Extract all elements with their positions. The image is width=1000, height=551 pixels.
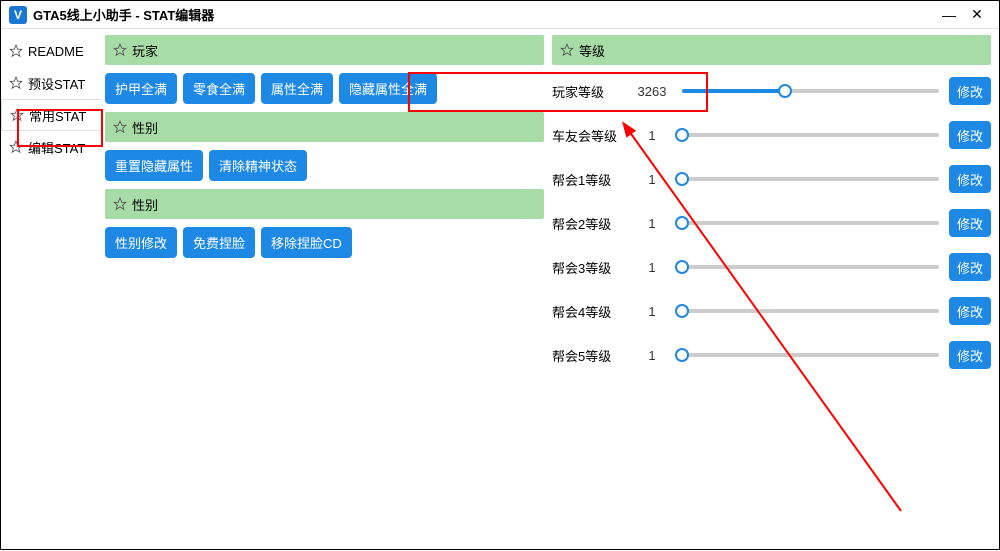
level-row: 帮会1等级 1 修改 xyxy=(552,161,991,197)
level-value: 1 xyxy=(632,304,672,319)
modify-button[interactable]: 修改 xyxy=(949,253,991,281)
sidebar-item-label: README xyxy=(28,44,84,59)
section-title: 性别 xyxy=(132,118,158,137)
window-title: GTA5线上小助手 - STAT编辑器 xyxy=(33,5,935,24)
section-header: 性别 xyxy=(105,189,544,219)
modify-button[interactable]: 修改 xyxy=(949,209,991,237)
sidebar-item-label: 预设STAT xyxy=(28,74,85,93)
close-button[interactable]: ✕ xyxy=(963,5,991,25)
star-icon xyxy=(9,44,23,58)
level-value: 1 xyxy=(632,348,672,363)
level-value: 1 xyxy=(632,216,672,231)
app-icon: V xyxy=(9,6,27,24)
action-button[interactable]: 清除精神状态 xyxy=(209,150,307,181)
sidebar-item[interactable]: README xyxy=(1,35,101,67)
star-icon xyxy=(9,140,23,154)
level-slider[interactable] xyxy=(682,303,939,319)
level-label: 帮会5等级 xyxy=(552,346,622,365)
sidebar: README 预设STAT 常用STAT 编辑STAT xyxy=(1,29,101,549)
star-icon xyxy=(113,43,127,57)
action-button[interactable]: 护甲全满 xyxy=(105,73,177,104)
sidebar-item[interactable]: 编辑STAT xyxy=(1,131,101,163)
action-button[interactable]: 隐藏属性全满 xyxy=(339,73,437,104)
section-title: 等级 xyxy=(579,41,605,60)
level-slider[interactable] xyxy=(682,347,939,363)
sidebar-item[interactable]: 预设STAT xyxy=(1,67,101,99)
modify-button[interactable]: 修改 xyxy=(949,121,991,149)
level-slider[interactable] xyxy=(682,171,939,187)
modify-button[interactable]: 修改 xyxy=(949,165,991,193)
level-row: 玩家等级 3263 修改 xyxy=(552,73,991,109)
section-title: 性别 xyxy=(132,195,158,214)
level-row: 帮会3等级 1 修改 xyxy=(552,249,991,285)
modify-button[interactable]: 修改 xyxy=(949,341,991,369)
level-value: 1 xyxy=(632,172,672,187)
level-value: 3263 xyxy=(632,84,672,99)
star-icon xyxy=(560,43,574,57)
action-button[interactable]: 零食全满 xyxy=(183,73,255,104)
level-row: 帮会5等级 1 修改 xyxy=(552,337,991,373)
star-icon xyxy=(113,120,127,134)
action-button[interactable]: 属性全满 xyxy=(261,73,333,104)
right-column: 等级玩家等级3263修改车友会等级1修改帮会1等级1修改帮会2等级1修改帮会3等… xyxy=(552,35,991,543)
level-row: 帮会4等级 1 修改 xyxy=(552,293,991,329)
modify-button[interactable]: 修改 xyxy=(949,297,991,325)
star-icon xyxy=(9,76,23,90)
app-window: V GTA5线上小助手 - STAT编辑器 — ✕ README 预设STAT 常用… xyxy=(0,0,1000,550)
level-label: 车友会等级 xyxy=(552,126,622,145)
level-label: 玩家等级 xyxy=(552,82,622,101)
sidebar-item-label: 编辑STAT xyxy=(28,138,85,157)
star-icon xyxy=(113,197,127,211)
action-button[interactable]: 性别修改 xyxy=(105,227,177,258)
minimize-button[interactable]: — xyxy=(935,5,963,25)
level-label: 帮会1等级 xyxy=(552,170,622,189)
sidebar-item-label: 常用STAT xyxy=(29,106,86,125)
level-slider[interactable] xyxy=(682,83,939,99)
button-row: 重置隐藏属性清除精神状态 xyxy=(105,150,544,181)
level-slider[interactable] xyxy=(682,259,939,275)
level-row: 车友会等级 1 修改 xyxy=(552,117,991,153)
level-label: 帮会2等级 xyxy=(552,214,622,233)
star-icon xyxy=(10,108,24,122)
level-value: 1 xyxy=(632,260,672,275)
level-label: 帮会4等级 xyxy=(552,302,622,321)
body: README 预设STAT 常用STAT 编辑STAT 玩家护甲全满零食全满属性全满隐… xyxy=(1,29,999,549)
section-header: 性别 xyxy=(105,112,544,142)
sidebar-item[interactable]: 常用STAT xyxy=(1,99,101,131)
main-area: 玩家护甲全满零食全满属性全满隐藏属性全满性别重置隐藏属性清除精神状态性别性别修改… xyxy=(101,29,999,549)
modify-button[interactable]: 修改 xyxy=(949,77,991,105)
section-header: 等级 xyxy=(552,35,991,65)
level-label: 帮会3等级 xyxy=(552,258,622,277)
level-row: 帮会2等级 1 修改 xyxy=(552,205,991,241)
level-slider[interactable] xyxy=(682,215,939,231)
action-button[interactable]: 免费捏脸 xyxy=(183,227,255,258)
level-value: 1 xyxy=(632,128,672,143)
section-header: 玩家 xyxy=(105,35,544,65)
action-button[interactable]: 移除捏脸CD xyxy=(261,227,352,258)
button-row: 性别修改免费捏脸移除捏脸CD xyxy=(105,227,544,258)
left-column: 玩家护甲全满零食全满属性全满隐藏属性全满性别重置隐藏属性清除精神状态性别性别修改… xyxy=(105,35,544,543)
level-slider[interactable] xyxy=(682,127,939,143)
action-button[interactable]: 重置隐藏属性 xyxy=(105,150,203,181)
titlebar: V GTA5线上小助手 - STAT编辑器 — ✕ xyxy=(1,1,999,29)
section-title: 玩家 xyxy=(132,41,158,60)
button-row: 护甲全满零食全满属性全满隐藏属性全满 xyxy=(105,73,544,104)
